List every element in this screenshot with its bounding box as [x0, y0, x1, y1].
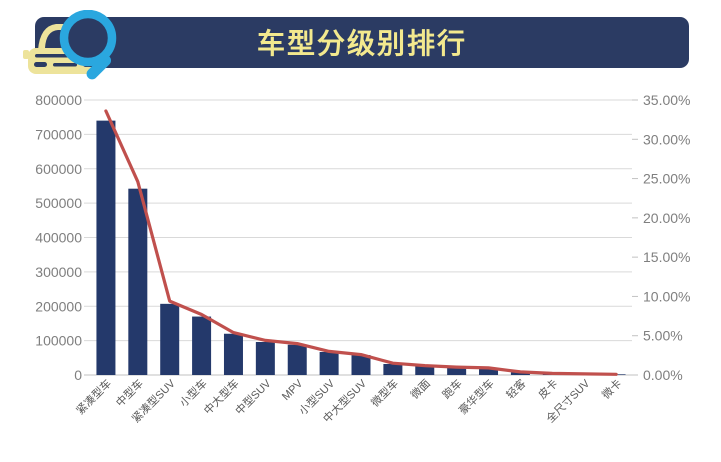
x-axis-category-label: 跑车	[439, 376, 464, 401]
bar	[319, 351, 339, 375]
right-axis-tick-label: 10.00%	[643, 288, 690, 304]
left-axis-tick-label: 700000	[35, 126, 82, 142]
x-axis-category-label: 中型SUV	[232, 376, 274, 418]
x-axis-category-label: 中型车	[113, 376, 146, 409]
right-axis-tick-label: 35.00%	[643, 92, 690, 108]
x-axis-category-label: 皮卡	[536, 377, 561, 402]
bar	[223, 333, 243, 375]
x-axis-category-label: 小型车	[176, 376, 209, 409]
left-axis-tick-label: 800000	[35, 92, 82, 108]
left-axis-tick-label: 600000	[35, 161, 82, 177]
bar	[383, 364, 403, 375]
left-axis-tick-label: 0	[74, 367, 82, 383]
bar	[255, 342, 275, 375]
share-line	[104, 109, 618, 376]
x-axis-category-label: 微型车	[368, 376, 401, 409]
bar	[510, 372, 530, 375]
bar	[415, 365, 435, 375]
page-title: 车型分级别排行	[256, 27, 467, 59]
right-axis-tick-label: 5.00%	[643, 328, 683, 344]
x-axis-category-label: 豪华型车	[456, 376, 497, 417]
left-axis-tick-label: 300000	[35, 264, 82, 280]
right-axis-tick-label: 25.00%	[643, 171, 690, 187]
x-axis-category-label: MPV	[280, 377, 306, 403]
car-magnifier-icon	[23, 10, 117, 80]
bar	[160, 303, 180, 375]
right-axis-tick-label: 30.00%	[643, 131, 690, 147]
left-axis-tick-label: 200000	[35, 298, 82, 314]
bar	[351, 355, 371, 375]
x-axis-category-label: 微卡	[599, 376, 624, 401]
right-axis-tick-label: 15.00%	[643, 249, 690, 265]
right-axis-tick-label: 0.00%	[643, 367, 683, 383]
left-axis-tick-label: 100000	[35, 333, 82, 349]
left-axis-tick-label: 400000	[35, 230, 82, 246]
right-axis-tick-label: 20.00%	[643, 210, 690, 226]
header-banner: 车型分级别排行	[35, 17, 689, 68]
bar	[96, 120, 116, 376]
bar	[479, 368, 499, 375]
bar	[128, 188, 148, 375]
bar	[192, 316, 212, 375]
x-axis-category-label: 轻客	[503, 376, 528, 401]
bar	[287, 344, 307, 375]
x-axis-category-label: 微面	[407, 376, 432, 401]
bar	[447, 367, 467, 375]
left-axis-tick-label: 500000	[35, 195, 82, 211]
magnifier-icon	[59, 10, 117, 80]
